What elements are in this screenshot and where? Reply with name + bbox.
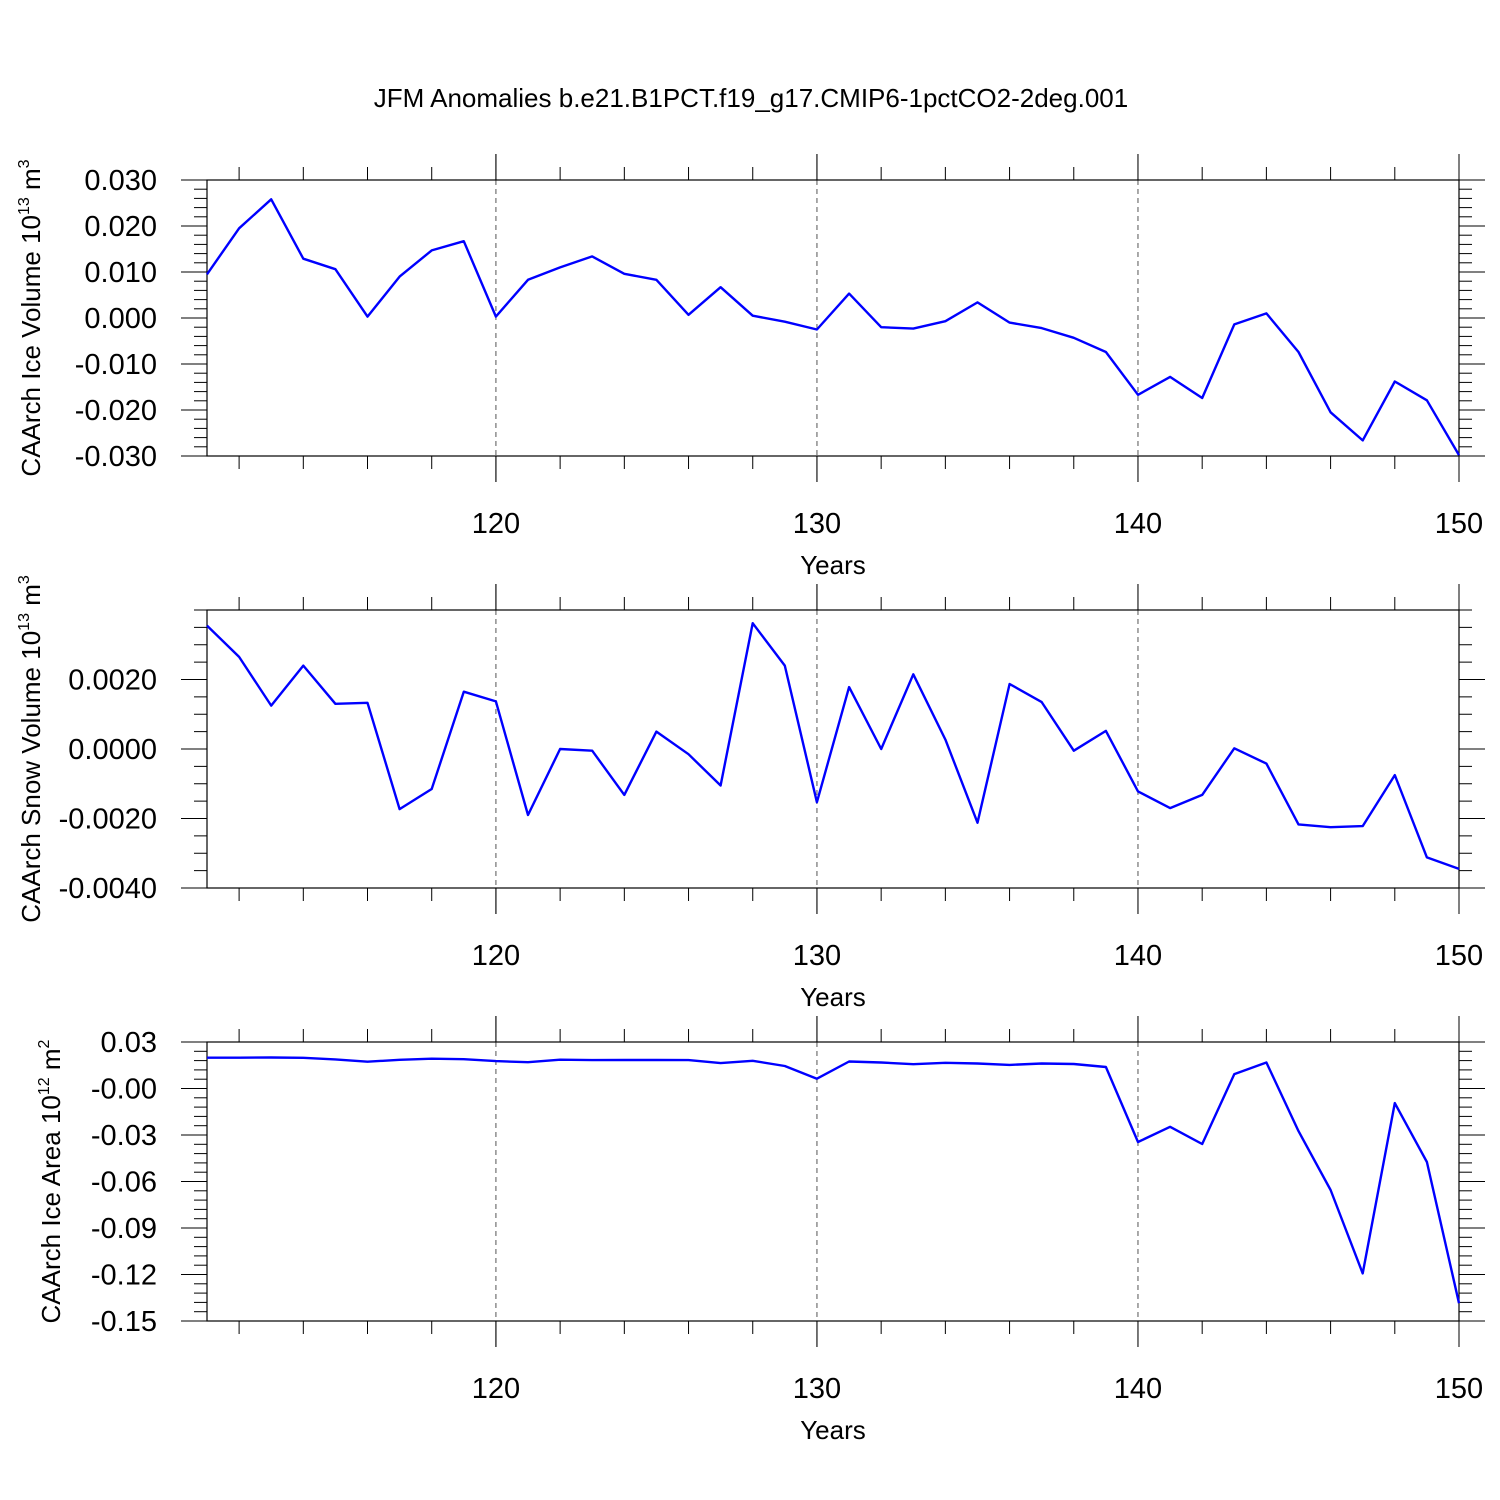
x-tick-label: 120	[472, 940, 520, 972]
plot-frame	[206, 1041, 1460, 1322]
y-tick-label: -0.03	[91, 1120, 157, 1152]
x-tick-label: 140	[1114, 940, 1162, 972]
panel-2: 0.0020 0.0000 -0.0020 -0.0040 120 130 140 150 Ye…	[16, 575, 1485, 1012]
x-tick-label: 120	[472, 508, 520, 540]
y-axis-label: CAArch Ice Volume 1013 m3	[16, 159, 46, 476]
panel-3: 0.03 -0.00 -0.03 -0.06 -0.09 -0.12 -0.15 120 130…	[36, 1016, 1485, 1445]
x-tick-label: 140	[1114, 1373, 1162, 1405]
x-tick-label: 150	[1435, 508, 1483, 540]
y-tick-label: -0.0040	[59, 873, 157, 905]
y-axis-label: CAArch Snow Volume 1013 m3	[16, 575, 46, 923]
y-tick-label: 0.000	[84, 303, 157, 335]
panels: 0.030 0.020 0.010 0.000 -0.010 -0.020 -0.030 12…	[16, 154, 1485, 1445]
panel-1: 0.030 0.020 0.010 0.000 -0.010 -0.020 -0.030 12…	[16, 154, 1485, 580]
y-tick-label: 0.030	[84, 165, 157, 197]
plot-frame	[206, 179, 1460, 457]
y-tick-label: -0.030	[75, 441, 157, 473]
y-tick-label: 0.020	[84, 211, 157, 243]
y-tick-label: -0.09	[91, 1213, 157, 1245]
x-axis-label: Years	[800, 550, 866, 580]
y-tick-label: 0.0000	[68, 734, 157, 766]
y-tick-label: -0.010	[75, 349, 157, 381]
x-axis-label: Years	[800, 1415, 866, 1445]
y-tick-label: 0.0020	[68, 665, 157, 697]
x-axis-label: Years	[800, 982, 866, 1012]
x-tick-label: 130	[793, 1373, 841, 1405]
x-tick-label: 150	[1435, 940, 1483, 972]
chart-title: JFM Anomalies b.e21.B1PCT.f19_g17.CMIP6-…	[374, 83, 1128, 113]
y-axis-label: CAArch Ice Area 1012 m2	[36, 1039, 66, 1323]
y-tick-label: -0.15	[91, 1306, 157, 1338]
series-line	[207, 1056, 1461, 1304]
x-tick-label: 140	[1114, 508, 1162, 540]
series-line	[206, 622, 1460, 871]
y-tick-label: -0.00	[91, 1074, 157, 1106]
y-tick-label: -0.12	[91, 1260, 157, 1292]
x-tick-label: 130	[793, 940, 841, 972]
y-tick-label: -0.0020	[59, 804, 157, 836]
x-tick-label: 150	[1435, 1373, 1483, 1405]
y-tick-label: 0.03	[101, 1027, 157, 1059]
y-tick-label: -0.020	[75, 395, 157, 427]
x-tick-label: 120	[472, 1373, 520, 1405]
series-line	[206, 198, 1461, 456]
plot-frame	[206, 609, 1460, 889]
y-tick-label: -0.06	[91, 1167, 157, 1199]
x-tick-label: 130	[793, 508, 841, 540]
y-tick-label: 0.010	[84, 257, 157, 289]
